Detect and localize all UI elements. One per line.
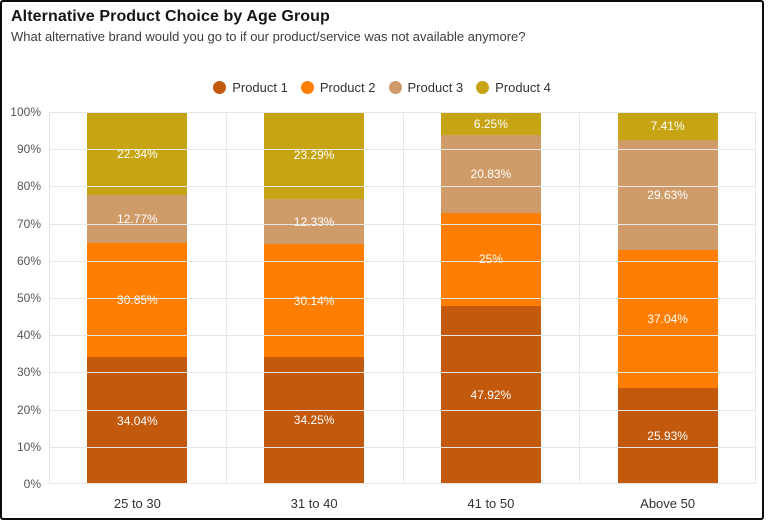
bar-segment-label: 37.04%: [647, 311, 688, 326]
y-tick-label: 70%: [16, 216, 41, 231]
bar-segment-label: 6.25%: [473, 116, 508, 131]
legend-item-product-1[interactable]: Product 1: [213, 80, 288, 95]
y-tick-label: 0%: [23, 477, 41, 491]
plot-area: 34.04% 30.85% 12.77% 22.34% 34.25% 30.14% 12.3…: [49, 111, 756, 484]
bar-segment-product-1[interactable]: 34.25%: [264, 356, 365, 484]
legend-item-label: Product 2: [319, 80, 376, 95]
gridline-vertical: [579, 112, 581, 484]
y-tick-label: 90%: [16, 142, 41, 157]
bar-segment-label: 25%: [478, 252, 503, 267]
bar-segment-label: 30.85%: [117, 293, 158, 307]
y-tick-label: 20%: [16, 402, 41, 417]
bar-segment-label: 34.04%: [117, 413, 158, 428]
gridline-vertical: [225, 112, 227, 484]
legend-marker: [388, 81, 402, 94]
y-tick-label: 60%: [16, 253, 41, 268]
y-tick-label: 30%: [16, 365, 41, 380]
bar-segment-product-2[interactable]: 37.04%: [617, 249, 718, 388]
legend-item-product-4[interactable]: Product 4: [476, 80, 551, 95]
bar-segment-label: 25.93%: [647, 428, 688, 443]
x-axis-label: 31 to 40: [290, 496, 338, 511]
y-tick-label: 40%: [16, 328, 41, 343]
legend-marker: [213, 81, 227, 94]
legend-marker: [476, 81, 490, 94]
y-tick-label: 100%: [10, 105, 41, 119]
bar-segment-product-1[interactable]: 34.04%: [87, 357, 188, 484]
bar-segment-product-1[interactable]: 47.92%: [440, 305, 541, 484]
y-tick-label: 10%: [16, 439, 41, 454]
bar-segment-label: 12.33%: [293, 214, 335, 229]
bar-segment-label: 30.14%: [293, 293, 335, 308]
x-axis-label: Above 50: [640, 496, 696, 511]
bar-segment-product-4[interactable]: 6.25%: [440, 112, 541, 136]
bar-segment-product-4[interactable]: 22.34%: [87, 112, 188, 196]
y-tick-label: 80%: [16, 179, 41, 194]
legend-item-product-3[interactable]: Product 3: [388, 80, 464, 95]
legend-marker: [300, 81, 314, 94]
y-tick-label: 50%: [16, 291, 41, 305]
x-axis-label: 41 to 50: [467, 496, 515, 511]
gridline-vertical: [49, 112, 50, 484]
bar-segment-product-2[interactable]: 30.14%: [264, 244, 365, 357]
gridline-vertical: [402, 112, 404, 484]
bars-container: 34.04% 30.85% 12.77% 22.34% 34.25% 30.14% 12.3…: [49, 111, 756, 484]
chart-subtitle: What alternative brand would you go to i…: [11, 29, 526, 44]
bar-segment-label: 12.77%: [117, 211, 158, 226]
bar-segment-product-3[interactable]: 20.83%: [440, 135, 541, 213]
chart-title: Alternative Product Choice by Age Group: [11, 8, 330, 25]
bar-segment-product-3[interactable]: 12.77%: [87, 195, 188, 243]
bar-31-to-40: 34.25% 30.14% 12.33% 23.29%: [264, 112, 365, 484]
legend-item-label: Product 3: [407, 80, 464, 95]
x-axis: 25 to 30 31 to 40 41 to 50 Above 50: [49, 496, 756, 512]
bar-segment-product-4[interactable]: 7.41%: [617, 111, 718, 140]
bar-above-50: 25.93% 37.04% 29.63% 7.41%: [617, 111, 718, 484]
bar-segment-label: 20.83%: [470, 167, 512, 181]
y-axis: 0% 10% 20% 30% 40% 50% 60% 70% 80% 90% 100%: [4, 105, 44, 491]
bar-segment-product-1[interactable]: 25.93%: [617, 387, 718, 484]
bar-segment-product-2[interactable]: 25%: [440, 212, 541, 306]
bar-segment-label: 47.92%: [470, 387, 512, 402]
bar-segment-product-4[interactable]: 23.29%: [264, 112, 365, 199]
bar-segment-product-3[interactable]: 12.33%: [264, 198, 365, 245]
bar-25-to-30: 34.04% 30.85% 12.77% 22.34%: [87, 112, 188, 484]
bar-segment-product-3[interactable]: 29.63%: [617, 139, 718, 250]
bar-segment-label: 23.29%: [293, 148, 335, 163]
legend: Product 1 Product 2 Product 3 Product 4: [2, 80, 762, 95]
bar-segment-label: 7.41%: [650, 118, 685, 133]
x-axis-label: 25 to 30: [113, 496, 161, 511]
legend-item-label: Product 1: [232, 80, 288, 95]
bar-segment-label: 34.25%: [293, 413, 335, 428]
legend-item-product-2[interactable]: Product 2: [300, 80, 376, 95]
legend-item-label: Product 4: [495, 80, 551, 95]
bar-segment-label: 29.63%: [647, 187, 688, 202]
gridline-vertical: [755, 112, 756, 484]
